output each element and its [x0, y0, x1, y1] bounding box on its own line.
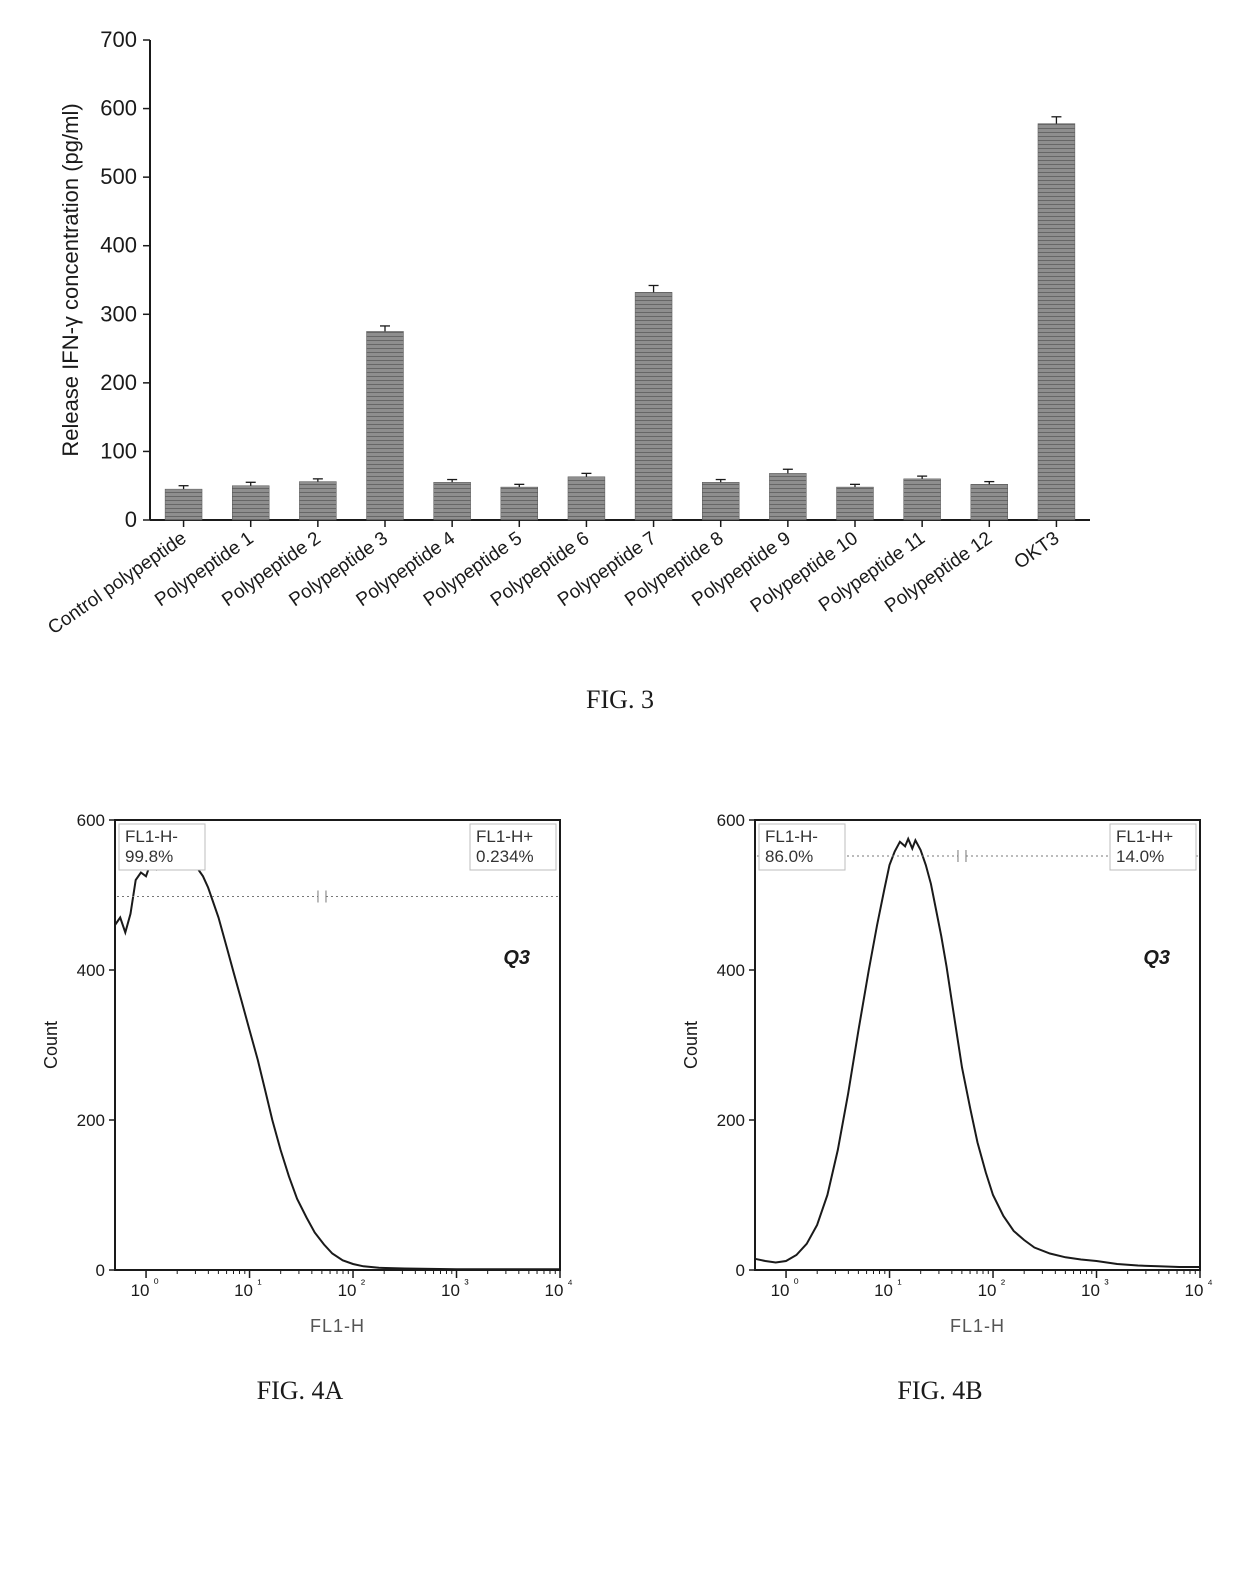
fig4a-panel: 0200400600Count10⁰10¹10²10³10⁴FL1-HFL1-H… [20, 805, 580, 1406]
svg-text:10: 10 [978, 1281, 997, 1300]
svg-text:10: 10 [1081, 1281, 1100, 1300]
svg-text:³: ³ [464, 1276, 468, 1291]
svg-text:10: 10 [545, 1281, 564, 1300]
svg-text:600: 600 [77, 811, 105, 830]
svg-text:Count: Count [41, 1021, 61, 1069]
quadrant-label: Q3 [503, 947, 530, 969]
bar [299, 482, 336, 520]
fig4a-histogram: 0200400600Count10⁰10¹10²10³10⁴FL1-HFL1-H… [20, 805, 580, 1365]
fig3-container: 0 100 200 300 400 500 600 700 Release IFN-γ conc… [20, 20, 1220, 715]
bar [1038, 124, 1075, 520]
svg-text:FL1-H+: FL1-H+ [1116, 827, 1173, 846]
svg-text:10: 10 [771, 1281, 790, 1300]
bar [367, 331, 404, 520]
bar [434, 482, 471, 520]
svg-text:400: 400 [100, 233, 137, 258]
quadrant-label: Q3 [1143, 947, 1170, 969]
svg-text:FL1-H: FL1-H [950, 1316, 1005, 1336]
svg-text:0.234%: 0.234% [476, 847, 534, 866]
svg-text:500: 500 [100, 164, 137, 189]
svg-text:300: 300 [100, 301, 137, 326]
bar [769, 473, 806, 520]
svg-text:¹: ¹ [257, 1276, 261, 1291]
fig4b-panel: 0200400600Count10⁰10¹10²10³10⁴FL1-HFL1-H… [660, 805, 1220, 1406]
svg-text:Count: Count [681, 1021, 701, 1069]
bar [501, 487, 538, 520]
svg-text:⁰: ⁰ [153, 1276, 158, 1291]
svg-text:²: ² [1001, 1276, 1005, 1291]
fig4a-caption: FIG. 4A [20, 1376, 580, 1406]
svg-text:600: 600 [717, 811, 745, 830]
histogram-curve [115, 849, 560, 1270]
svg-text:400: 400 [77, 961, 105, 980]
svg-text:FL1-H: FL1-H [310, 1316, 365, 1336]
svg-text:600: 600 [100, 96, 137, 121]
svg-text:FL1-H+: FL1-H+ [476, 827, 533, 846]
svg-text:10: 10 [131, 1281, 150, 1300]
svg-text:⁴: ⁴ [567, 1276, 572, 1291]
bar [837, 487, 874, 520]
svg-text:10: 10 [234, 1281, 253, 1300]
bar [702, 482, 739, 520]
svg-text:⁴: ⁴ [1207, 1276, 1212, 1291]
svg-text:FL1-H-: FL1-H- [765, 827, 818, 846]
svg-text:200: 200 [717, 1111, 745, 1130]
svg-text:200: 200 [100, 370, 137, 395]
fig4b-histogram: 0200400600Count10⁰10¹10²10³10⁴FL1-HFL1-H… [660, 805, 1220, 1365]
svg-text:³: ³ [1104, 1276, 1108, 1291]
svg-text:10: 10 [338, 1281, 357, 1300]
svg-text:86.0%: 86.0% [765, 847, 813, 866]
svg-text:14.0%: 14.0% [1116, 847, 1164, 866]
bar [971, 484, 1008, 520]
svg-text:¹: ¹ [897, 1276, 901, 1291]
svg-text:700: 700 [100, 27, 137, 52]
svg-text:Release IFN-γ concentration (p: Release IFN-γ concentration (pg/ml) [58, 103, 83, 456]
svg-text:FL1-H-: FL1-H- [125, 827, 178, 846]
svg-text:0: 0 [736, 1261, 745, 1280]
svg-text:200: 200 [77, 1111, 105, 1130]
fig4-panels-row: 0200400600Count10⁰10¹10²10³10⁴FL1-HFL1-H… [20, 805, 1220, 1406]
svg-text:⁰: ⁰ [793, 1276, 798, 1291]
svg-text:10: 10 [1185, 1281, 1204, 1300]
svg-text:10: 10 [441, 1281, 460, 1300]
bar [904, 479, 941, 520]
svg-text:99.8%: 99.8% [125, 847, 173, 866]
svg-text:0: 0 [125, 507, 137, 532]
svg-text:400: 400 [717, 961, 745, 980]
bar [232, 486, 269, 520]
fig4b-caption: FIG. 4B [660, 1376, 1220, 1406]
svg-text:10: 10 [874, 1281, 893, 1300]
svg-text:OKT3: OKT3 [1011, 528, 1064, 574]
fig3-caption: FIG. 3 [20, 685, 1220, 715]
bar [165, 489, 202, 520]
bar [568, 477, 605, 520]
svg-text:0: 0 [96, 1261, 105, 1280]
fig3-bar-chart: 0 100 200 300 400 500 600 700 Release IFN-γ conc… [20, 20, 1120, 660]
histogram-curve [755, 839, 1200, 1267]
svg-text:²: ² [361, 1276, 365, 1291]
svg-text:100: 100 [100, 438, 137, 463]
bar [635, 292, 672, 520]
